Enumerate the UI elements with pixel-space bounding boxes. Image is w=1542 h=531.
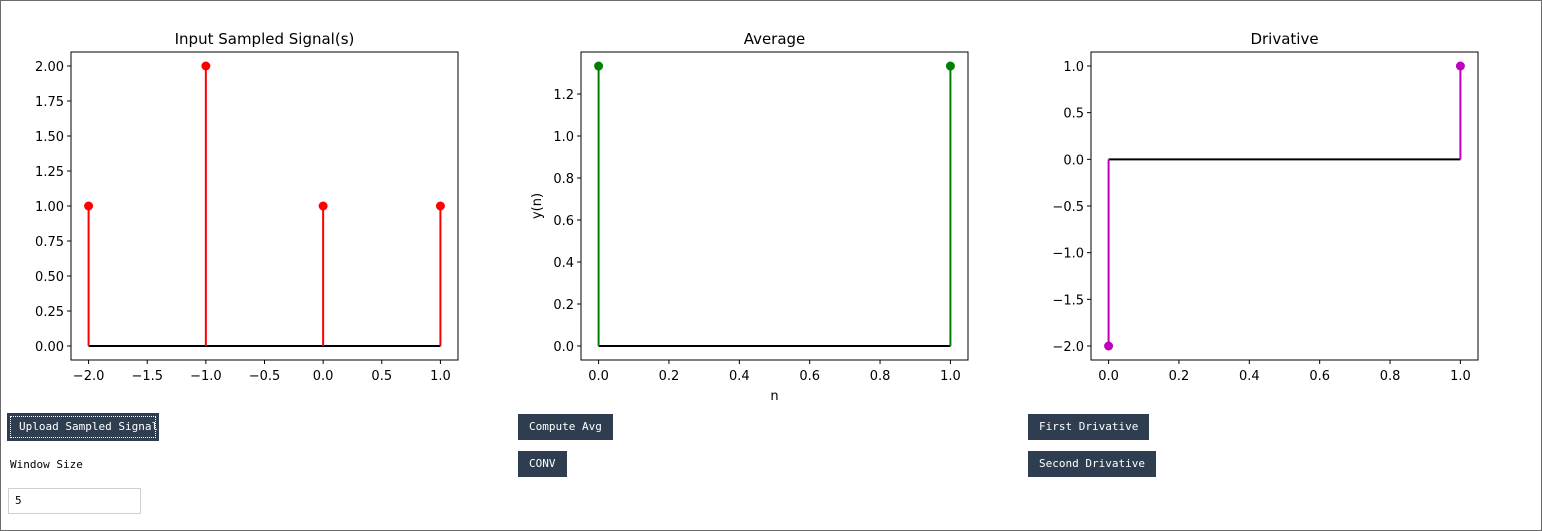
window-size-input[interactable]: 5 bbox=[8, 488, 141, 514]
y-tick-label: 1.75 bbox=[35, 95, 64, 110]
x-tick-label: −1.5 bbox=[131, 369, 163, 384]
x-tick-label: −0.5 bbox=[249, 369, 281, 384]
x-tick-label: −2.0 bbox=[73, 369, 105, 384]
stem-marker bbox=[435, 201, 445, 211]
y-tick-label: 0.50 bbox=[35, 270, 64, 285]
chart-title: Input Sampled Signal(s) bbox=[175, 30, 355, 48]
x-tick-label: 0.0 bbox=[1098, 369, 1119, 384]
upload-signal-button[interactable]: Upload Sampled Signal bbox=[8, 414, 158, 440]
x-tick-label: 0.5 bbox=[371, 369, 392, 384]
y-tick-label: 0.0 bbox=[553, 340, 574, 355]
x-tick-label: 0.6 bbox=[799, 369, 820, 384]
y-tick-label: 1.2 bbox=[553, 88, 574, 103]
y-tick-label: 2.00 bbox=[35, 60, 64, 75]
y-tick-label: 0.00 bbox=[35, 340, 64, 355]
x-tick-label: 1.0 bbox=[940, 369, 961, 384]
x-tick-label: 0.8 bbox=[870, 369, 891, 384]
y-tick-label: −1.0 bbox=[1052, 247, 1084, 262]
compute-avg-button[interactable]: Compute Avg bbox=[518, 414, 613, 440]
y-tick-label: 1.0 bbox=[553, 130, 574, 145]
x-tick-label: 0.2 bbox=[1169, 369, 1190, 384]
y-tick-label: 0.75 bbox=[35, 235, 64, 250]
stem-marker bbox=[201, 61, 211, 71]
y-tick-label: 0.5 bbox=[1063, 107, 1084, 122]
y-tick-label: 0.2 bbox=[553, 298, 574, 313]
stem-marker bbox=[84, 201, 94, 211]
conv-button[interactable]: CONV bbox=[518, 451, 567, 477]
stem-marker bbox=[945, 61, 955, 71]
stem-marker bbox=[318, 201, 328, 211]
y-tick-label: 1.0 bbox=[1063, 60, 1084, 75]
y-tick-label: 1.50 bbox=[35, 130, 64, 145]
y-tick-label: 0.8 bbox=[553, 172, 574, 187]
chart-derivative: Drivative 0.0 0.2 0.4 0.6 0.8 1.0 −2.0 −1.5 −1.0 −… bbox=[1052, 30, 1479, 384]
x-tick-label: 0.8 bbox=[1380, 369, 1401, 384]
x-tick-label: 1.0 bbox=[430, 369, 451, 384]
x-tick-label: 1.0 bbox=[1450, 369, 1471, 384]
y-axis-label: y(n) bbox=[530, 193, 545, 219]
first-derivative-button[interactable]: First Drivative bbox=[1028, 414, 1150, 440]
chart-title: Average bbox=[744, 30, 806, 48]
stem-marker bbox=[594, 61, 604, 71]
window-size-label: Window Size bbox=[10, 458, 83, 471]
y-tick-label: −2.0 bbox=[1052, 340, 1084, 355]
second-derivative-button[interactable]: Second Drivative bbox=[1028, 451, 1156, 477]
chart-input-signal: Input Sampled Signal(s) −2.0 −1.5 −1.0 −0.5 0… bbox=[35, 30, 459, 384]
axes-frame bbox=[580, 51, 969, 361]
x-tick-label: 0.4 bbox=[1239, 369, 1260, 384]
y-tick-label: 0.6 bbox=[553, 214, 574, 229]
x-tick-label: 0.0 bbox=[313, 369, 334, 384]
stem-marker bbox=[1455, 61, 1465, 71]
axes-frame bbox=[1090, 51, 1479, 361]
y-tick-label: −1.5 bbox=[1052, 293, 1084, 308]
chart-average: Average 0.0 0.2 0.4 0.6 0.8 1.0 0.0 0.2 0.4 0.6 0.8… bbox=[530, 30, 969, 404]
y-tick-label: 0.0 bbox=[1063, 153, 1084, 168]
chart-title: Drivative bbox=[1250, 30, 1318, 48]
x-tick-label: 0.6 bbox=[1309, 369, 1330, 384]
y-tick-label: 0.4 bbox=[553, 256, 574, 271]
y-tick-label: 1.00 bbox=[35, 200, 64, 215]
x-tick-label: −1.0 bbox=[190, 369, 222, 384]
stem-marker bbox=[1104, 341, 1114, 351]
axes-frame bbox=[70, 51, 459, 361]
x-tick-label: 0.4 bbox=[729, 369, 750, 384]
x-axis-label: n bbox=[770, 389, 778, 404]
y-tick-label: −0.5 bbox=[1052, 200, 1084, 215]
x-tick-label: 0.2 bbox=[659, 369, 680, 384]
plots-canvas: Input Sampled Signal(s) −2.0 −1.5 −1.0 −0.5 0… bbox=[35, 30, 1479, 404]
x-tick-label: 0.0 bbox=[588, 369, 609, 384]
y-tick-label: 1.25 bbox=[35, 165, 64, 180]
y-tick-label: 0.25 bbox=[35, 305, 64, 320]
